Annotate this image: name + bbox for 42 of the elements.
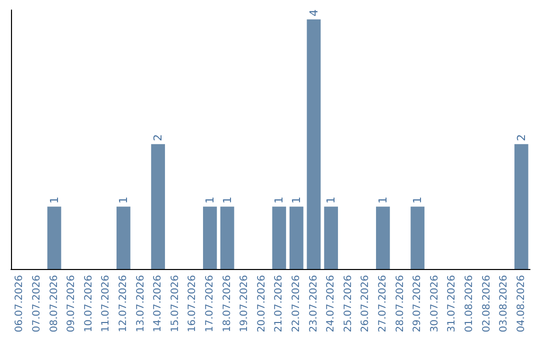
x-tick-label: 29.07.2026 bbox=[412, 275, 424, 332]
x-tick-label: 31.07.2026 bbox=[446, 275, 458, 332]
x-tick-label: 24.07.2026 bbox=[326, 275, 337, 332]
x-tick-label: 08.07.2026 bbox=[48, 275, 60, 332]
x-tick-label: 02.08.2026 bbox=[481, 275, 492, 332]
x-tick-label: 28.07.2026 bbox=[394, 275, 406, 332]
x-tick-label: 03.08.2026 bbox=[498, 275, 510, 332]
data-label: 1 bbox=[272, 196, 286, 204]
x-tick-label: 01.08.2026 bbox=[464, 275, 475, 332]
x-tick-label: 26.07.2026 bbox=[360, 275, 372, 332]
x-tick-label: 13.07.2026 bbox=[135, 275, 146, 332]
data-label: 2 bbox=[514, 134, 528, 142]
x-tick-label: 09.07.2026 bbox=[66, 275, 78, 332]
data-label: 1 bbox=[376, 196, 390, 204]
x-tick-label: 16.07.2026 bbox=[187, 275, 198, 332]
data-label: 1 bbox=[411, 196, 424, 204]
x-tick-label: 27.07.2026 bbox=[377, 275, 388, 332]
data-label: 2 bbox=[152, 134, 165, 142]
data-label: 1 bbox=[48, 196, 61, 204]
x-tick-label: 10.07.2026 bbox=[83, 275, 94, 332]
x-tick-label: 06.07.2026 bbox=[14, 275, 26, 332]
x-tick-label: 20.07.2026 bbox=[256, 275, 268, 332]
x-tick-label: 30.07.2026 bbox=[429, 275, 440, 332]
data-label: 1 bbox=[324, 196, 338, 204]
x-tick-label: 04.08.2026 bbox=[516, 275, 527, 332]
x-tick-label: 14.07.2026 bbox=[152, 275, 164, 332]
data-label: 4 bbox=[307, 9, 320, 16]
x-tick-label: 23.07.2026 bbox=[308, 275, 320, 332]
x-tick-label: 15.07.2026 bbox=[170, 275, 181, 332]
x-tick-label: 07.07.2026 bbox=[31, 275, 42, 332]
x-tick-label: 21.07.2026 bbox=[274, 275, 285, 332]
x-tick-label: 19.07.2026 bbox=[239, 275, 250, 332]
data-label: 1 bbox=[116, 196, 130, 204]
x-tick-label: 25.07.2026 bbox=[342, 275, 354, 332]
x-tick-label: 22.07.2026 bbox=[290, 275, 302, 332]
data-label: 1 bbox=[290, 196, 303, 204]
data-label: 1 bbox=[203, 196, 216, 204]
data-label: 1 bbox=[220, 196, 234, 204]
x-tick-label: 17.07.2026 bbox=[204, 275, 216, 332]
x-tick-label: 12.07.2026 bbox=[118, 275, 129, 332]
x-tick-label: 18.07.2026 bbox=[222, 275, 233, 332]
x-tick-label: 11.07.2026 bbox=[100, 275, 112, 332]
